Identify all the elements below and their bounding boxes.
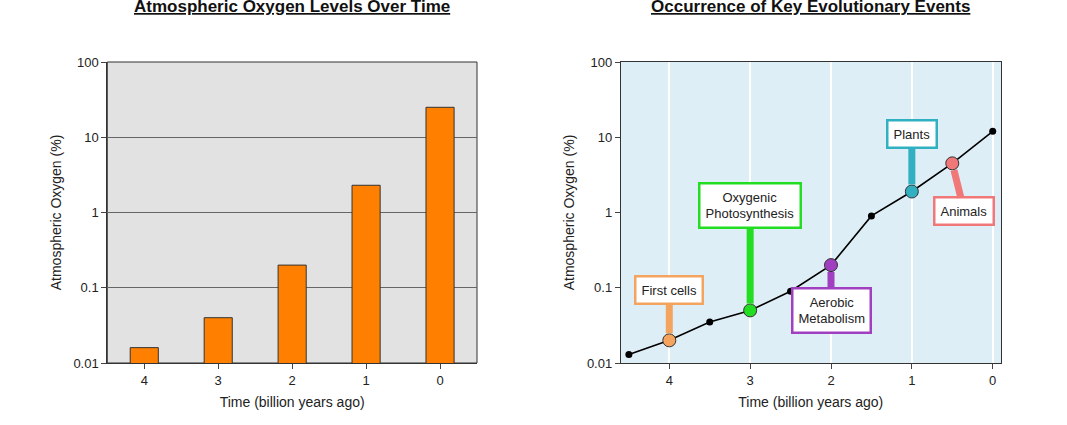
svg-text:100: 100 (590, 55, 612, 70)
svg-text:Atmospheric Oxygen (%): Atmospheric Oxygen (%) (48, 135, 64, 291)
svg-text:10: 10 (84, 130, 98, 145)
svg-text:0: 0 (436, 373, 443, 388)
svg-text:0: 0 (989, 373, 996, 388)
svg-text:0.1: 0.1 (81, 280, 99, 295)
svg-text:Time (billion years ago): Time (billion years ago) (738, 394, 883, 410)
svg-text:4: 4 (141, 373, 148, 388)
svg-text:OxygenicPhotosynthesis: OxygenicPhotosynthesis (706, 190, 795, 222)
svg-text:4: 4 (666, 373, 673, 388)
svg-text:Animals: Animals (941, 204, 988, 219)
svg-text:0.01: 0.01 (73, 356, 98, 371)
svg-text:1: 1 (91, 205, 98, 220)
svg-text:100: 100 (77, 55, 99, 70)
svg-text:Plants: Plants (894, 127, 931, 142)
svg-text:First cells: First cells (642, 283, 697, 298)
svg-text:1: 1 (362, 373, 369, 388)
svg-text:10: 10 (598, 130, 612, 145)
svg-text:Atmospheric Oxygen Levels Over: Atmospheric Oxygen Levels Over Time (134, 0, 450, 16)
svg-text:2: 2 (827, 373, 834, 388)
svg-text:Time (billion years ago): Time (billion years ago) (220, 394, 365, 410)
svg-text:AerobicMetabolism: AerobicMetabolism (799, 295, 865, 327)
svg-text:2: 2 (289, 373, 296, 388)
svg-text:Occurrence of Key Evolutionary: Occurrence of Key Evolutionary Events (651, 0, 970, 16)
svg-text:3: 3 (747, 373, 754, 388)
svg-text:1: 1 (908, 373, 915, 388)
svg-text:0.01: 0.01 (587, 356, 612, 371)
svg-text:3: 3 (215, 373, 222, 388)
svg-text:1: 1 (605, 205, 612, 220)
svg-text:Atmospheric Oxygen (%): Atmospheric Oxygen (%) (561, 135, 577, 291)
svg-text:0.1: 0.1 (594, 280, 612, 295)
